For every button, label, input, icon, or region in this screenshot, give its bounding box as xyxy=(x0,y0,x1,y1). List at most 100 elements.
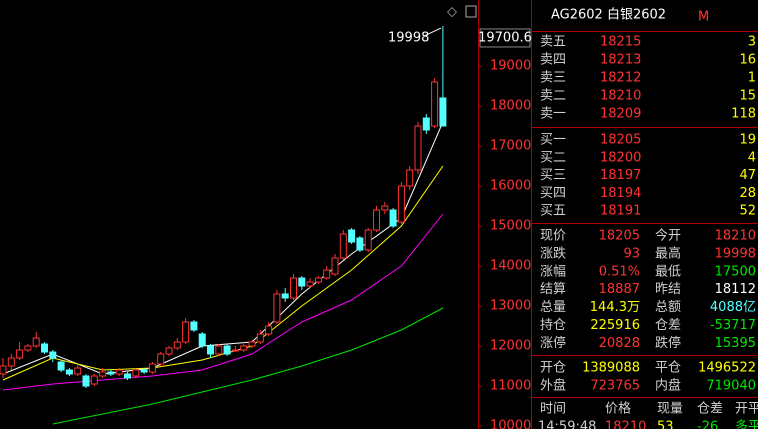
book-price: 18215 xyxy=(600,35,641,50)
candle-body xyxy=(207,345,214,355)
stat-label: 内盘 xyxy=(655,378,681,394)
stat-label: 昨结 xyxy=(655,282,681,297)
stat-label: 开仓 xyxy=(540,361,566,376)
candle-body xyxy=(65,369,73,375)
quote-title: AG2602 白银2602 xyxy=(551,7,666,23)
candle-body xyxy=(32,337,40,347)
stat-label: 总量 xyxy=(540,300,566,315)
trade-cell: 多平 xyxy=(735,419,758,429)
candle-body xyxy=(107,371,115,375)
candle-body xyxy=(373,209,380,231)
annotation-arrow xyxy=(423,27,442,37)
y-tick-label: 13000 xyxy=(490,299,531,314)
book-volume: 1 xyxy=(748,71,756,86)
candle-body xyxy=(74,367,82,375)
book-volume: 15 xyxy=(739,89,756,104)
high-annotation: 19998 xyxy=(388,31,429,46)
trade-cell: 18210 xyxy=(605,420,646,429)
candle-body xyxy=(7,357,15,367)
candle-body xyxy=(389,209,397,227)
stat-value: 93 xyxy=(623,246,640,261)
stat-value: 20828 xyxy=(599,336,640,351)
candle-body xyxy=(231,349,239,352)
stat-label: 现价 xyxy=(540,229,566,244)
y-tick-label: 16000 xyxy=(490,179,531,194)
candle-body xyxy=(323,269,331,279)
book-volume: 47 xyxy=(739,168,756,183)
book-price: 18212 xyxy=(600,71,641,86)
stat-label: 涨停 xyxy=(540,335,566,351)
moving-average xyxy=(2,213,444,391)
price-label: 19700.6 xyxy=(478,30,532,45)
stat-label: 结算 xyxy=(540,282,566,297)
book-volume: 19 xyxy=(739,133,756,148)
book-volume: 4 xyxy=(748,150,756,165)
book-label: 买一 xyxy=(540,133,566,148)
book-label: 卖一 xyxy=(540,107,566,122)
candle-body xyxy=(49,351,57,359)
candle-body xyxy=(0,365,7,375)
candle-body xyxy=(331,257,339,275)
candle-body xyxy=(339,233,347,259)
book-label: 卖二 xyxy=(540,89,566,104)
quote-badge: M xyxy=(698,10,709,25)
candle-body xyxy=(397,185,405,223)
stat-label: 最低 xyxy=(655,264,681,279)
candle-body xyxy=(24,345,32,351)
price-label-box xyxy=(479,28,531,48)
stat-label: 总额 xyxy=(655,300,681,315)
book-price: 18213 xyxy=(600,53,641,68)
candle-body xyxy=(240,345,248,351)
candle-body xyxy=(431,81,439,127)
stat-label: 仓差 xyxy=(655,318,681,333)
book-volume: 118 xyxy=(731,107,756,122)
candle-body xyxy=(82,375,90,387)
book-label: 买五 xyxy=(540,204,566,219)
candle-body xyxy=(115,369,123,375)
candle-body xyxy=(223,345,231,355)
candle-body xyxy=(406,169,414,187)
candle-body xyxy=(273,293,281,323)
book-volume: 28 xyxy=(739,186,756,201)
candle-body xyxy=(314,277,322,283)
candle-body xyxy=(198,333,206,347)
candle-body xyxy=(306,281,314,287)
stat-value: -53717 xyxy=(710,318,756,333)
trades-header: 时间 xyxy=(540,402,566,417)
candle-body xyxy=(140,369,148,373)
book-price: 18209 xyxy=(600,107,641,122)
icon-diamond[interactable]: ◇ xyxy=(447,5,457,20)
y-tick-label: 17000 xyxy=(490,139,531,154)
candle-body xyxy=(414,125,422,171)
y-tick-label: 10000 xyxy=(490,419,531,429)
stat-value: 719040 xyxy=(706,379,756,394)
candle-body xyxy=(190,321,198,331)
candle-body xyxy=(99,371,107,377)
candle-body xyxy=(57,361,65,371)
candle-body xyxy=(265,325,273,335)
stat-value: 19998 xyxy=(715,246,756,261)
book-label: 买四 xyxy=(540,186,566,201)
stat-label: 跌停 xyxy=(655,335,681,351)
y-tick-label: 18000 xyxy=(490,99,531,114)
candle-body xyxy=(41,343,48,353)
book-price: 18205 xyxy=(600,133,641,148)
book-price: 18191 xyxy=(600,204,641,219)
candle-body xyxy=(215,345,223,355)
y-tick-label: 14000 xyxy=(490,259,531,274)
candle-body xyxy=(157,353,165,365)
candle-body xyxy=(256,333,264,343)
book-volume: 16 xyxy=(739,53,756,68)
stat-value: 18205 xyxy=(599,229,640,244)
stat-label: 涨幅 xyxy=(540,264,566,279)
candle-body xyxy=(381,205,389,211)
candle-body xyxy=(132,369,140,377)
stat-value: 723765 xyxy=(590,379,640,394)
stat-value: 18210 xyxy=(715,229,756,244)
candle-body xyxy=(290,277,297,299)
candle-body xyxy=(165,347,173,355)
book-label: 买三 xyxy=(540,168,566,183)
icon-window[interactable] xyxy=(465,5,477,18)
trades-header: 现量 xyxy=(657,402,683,417)
